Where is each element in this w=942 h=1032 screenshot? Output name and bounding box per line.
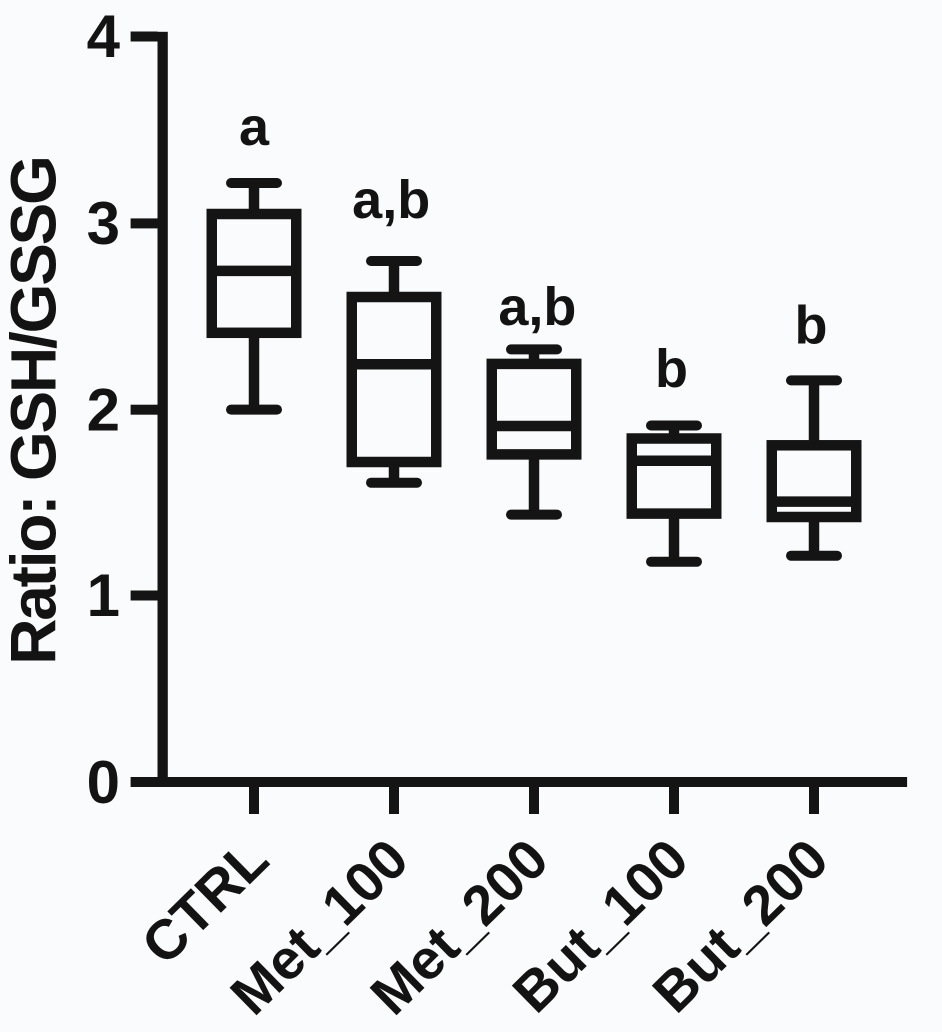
svg-text:a: a — [239, 97, 270, 157]
svg-text:a,b: a,b — [352, 170, 430, 230]
svg-text:0: 0 — [87, 749, 120, 816]
svg-text:b: b — [795, 295, 828, 355]
svg-text:1: 1 — [87, 562, 120, 629]
svg-text:a,b: a,b — [498, 277, 576, 337]
svg-text:2: 2 — [87, 376, 120, 443]
svg-text:Ratio: GSH/GSSG: Ratio: GSH/GSSG — [0, 157, 70, 665]
svg-text:3: 3 — [87, 190, 120, 257]
svg-text:b: b — [655, 339, 688, 399]
svg-text:4: 4 — [87, 3, 121, 70]
